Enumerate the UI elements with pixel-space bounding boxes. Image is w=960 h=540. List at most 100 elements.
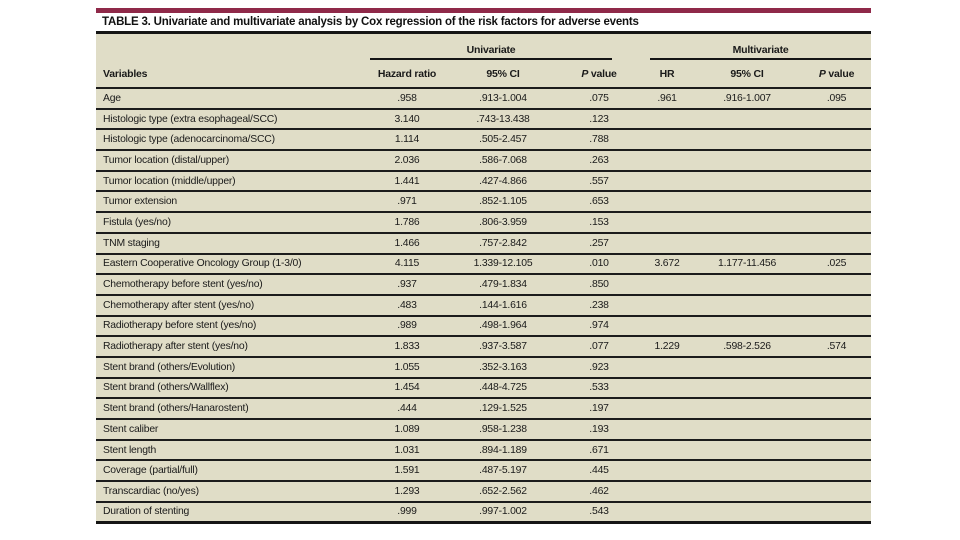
variable-cell: Duration of stenting	[103, 506, 190, 518]
multivariate-ci-cell	[692, 109, 802, 130]
group-header-spacer	[96, 34, 364, 60]
multivariate-p-cell	[802, 440, 871, 461]
variable-cell: TNM staging	[103, 237, 160, 249]
univariate-p-cell: .788	[589, 134, 609, 146]
variable-cell: Stent brand (others/Hanarostent)	[103, 403, 249, 415]
multivariate-hr-cell	[642, 460, 692, 481]
variable-cell: Histologic type (extra esophageal/SCC)	[103, 113, 278, 125]
table-row: Tumor location (distal/upper) 2.036 .586-7…	[96, 150, 872, 171]
table-row: Tumor extension .971 .852-1.105 .653	[96, 191, 872, 212]
table-row: Stent brand (others/Evolution) 1.055 .352-…	[96, 356, 872, 378]
univariate-ci-cell: .958-1.238	[479, 423, 527, 435]
multivariate-p-cell	[802, 295, 871, 316]
univariate-hr-cell: 1.833	[394, 341, 420, 353]
univariate-p-cell: .533	[589, 382, 609, 394]
univariate-p-cell: .153	[589, 216, 609, 228]
univariate-hr-cell: 1.454	[394, 382, 420, 394]
multivariate-p-cell	[802, 129, 871, 150]
multivariate-ci-cell: .916-1.007	[723, 92, 771, 104]
univariate-ci-cell: .997-1.002	[479, 506, 527, 518]
univariate-p-cell: .557	[589, 175, 609, 187]
multivariate-ci-cell: 1.177-11.456	[717, 258, 777, 270]
univariate-p-cell: .075	[589, 92, 609, 104]
multivariate-hr-cell	[642, 295, 692, 316]
table-row: Stent caliber 1.089 .958-1.238 .193	[96, 419, 872, 440]
variable-cell: Chemotherapy before stent (yes/no)	[103, 279, 263, 291]
multivariate-hr-cell	[642, 109, 692, 130]
univariate-p-cell: .197	[589, 403, 609, 415]
multivariate-ci-cell	[692, 316, 802, 337]
table-row: Fistula (yes/no) 1.786 .806-3.959 .153	[96, 212, 872, 233]
univariate-p-cell: .123	[589, 113, 609, 125]
univariate-hr-cell: 1.786	[394, 216, 420, 228]
univariate-hr-cell: .971	[397, 196, 417, 208]
variable-cell: Stent brand (others/Evolution)	[103, 361, 236, 373]
multivariate-ci-cell	[692, 150, 802, 171]
univariate-group-header-cell: Univariate	[364, 34, 642, 60]
table-row: Radiotherapy after stent (yes/no) 1.833 .9…	[96, 336, 872, 357]
table-header: Univariate Multivariate Variables Hazard…	[96, 34, 872, 88]
multivariate-hr-cell	[642, 316, 692, 337]
multivariate-group-header: Multivariate	[650, 44, 872, 60]
multivariate-ci-cell	[692, 274, 802, 295]
multivariate-hr-cell	[642, 357, 692, 378]
univariate-hr-cell: .989	[397, 320, 417, 332]
multivariate-ci-cell	[692, 295, 802, 316]
multivariate-p-cell	[802, 502, 871, 523]
multivariate-p-cell	[802, 357, 871, 378]
table-row: Tumor location (middle/upper) 1.441 .427-4…	[96, 170, 872, 192]
multivariate-ci-cell	[692, 378, 802, 399]
univariate-p-cell: .238	[589, 299, 609, 311]
univariate-p-cell: .974	[589, 320, 609, 332]
multivariate-ci-cell	[692, 212, 802, 233]
variable-cell: Histologic type (adenocarcinoma/SCC)	[103, 134, 275, 146]
table-row: Transcardiac (no/yes) 1.293 .652-2.562 .462	[96, 481, 872, 502]
univariate-hr-cell: 1.089	[394, 423, 420, 435]
univariate-hr-cell: 1.591	[394, 465, 420, 477]
multivariate-p-cell: .095	[826, 92, 847, 104]
multivariate-p-cell	[802, 419, 871, 440]
multivariate-p-cell	[802, 460, 871, 481]
header-univariate-p-value: P value	[581, 68, 617, 80]
multivariate-ci-cell	[692, 460, 802, 481]
header-multivariate-ci: 95% CI	[730, 68, 764, 80]
cox-regression-table: Univariate Multivariate Variables Hazard…	[96, 34, 872, 524]
univariate-p-cell: .850	[589, 279, 609, 291]
multivariate-p-cell: .025	[826, 258, 847, 270]
univariate-ci-cell: .806-3.959	[479, 216, 527, 228]
multivariate-hr-cell	[642, 150, 692, 171]
multivariate-hr-cell	[642, 440, 692, 461]
table-row: Histologic type (adenocarcinoma/SCC) 1.11…	[96, 129, 872, 150]
univariate-p-cell: .010	[589, 258, 609, 270]
top-accent-bar	[96, 8, 871, 13]
multivariate-ci-cell	[692, 171, 802, 192]
univariate-p-cell: .257	[589, 237, 609, 249]
univariate-ci-cell: .586-7.068	[479, 154, 527, 166]
multivariate-hr-cell	[642, 233, 692, 254]
univariate-hr-cell: 1.441	[394, 175, 420, 187]
multivariate-hr-cell: 1.229	[654, 341, 680, 353]
variable-cell: Coverage (partial/full)	[103, 465, 198, 477]
multivariate-ci-cell	[692, 398, 802, 419]
multivariate-p-cell	[802, 171, 871, 192]
univariate-hr-cell: 1.114	[394, 134, 420, 146]
univariate-ci-cell: .505-2.457	[479, 134, 527, 146]
multivariate-p-cell	[802, 150, 871, 171]
variable-cell: Stent brand (others/Wallflex)	[103, 382, 229, 394]
header-univariate-hazard-ratio: Hazard ratio	[377, 68, 437, 80]
multivariate-p-cell	[802, 274, 871, 295]
univariate-p-cell: .671	[589, 444, 609, 456]
multivariate-hr-cell	[642, 171, 692, 192]
header-multivariate-p-value: P value	[818, 68, 855, 80]
univariate-p-cell: .462	[589, 485, 609, 497]
univariate-p-cell: .923	[589, 361, 609, 373]
univariate-hr-cell: .483	[397, 299, 417, 311]
univariate-ci-cell: .487-5.197	[479, 465, 527, 477]
table-row: TNM staging 1.466 .757-2.842 .257	[96, 232, 872, 254]
table-row: Stent brand (others/Wallflex) 1.454 .448-4…	[96, 377, 872, 399]
variable-cell: Tumor extension	[103, 196, 178, 208]
univariate-ci-cell: .479-1.834	[479, 279, 527, 291]
table-row: Coverage (partial/full) 1.591 .487-5.197 .4…	[96, 460, 872, 481]
table-row: Stent length 1.031 .894-1.189 .671	[96, 439, 872, 461]
